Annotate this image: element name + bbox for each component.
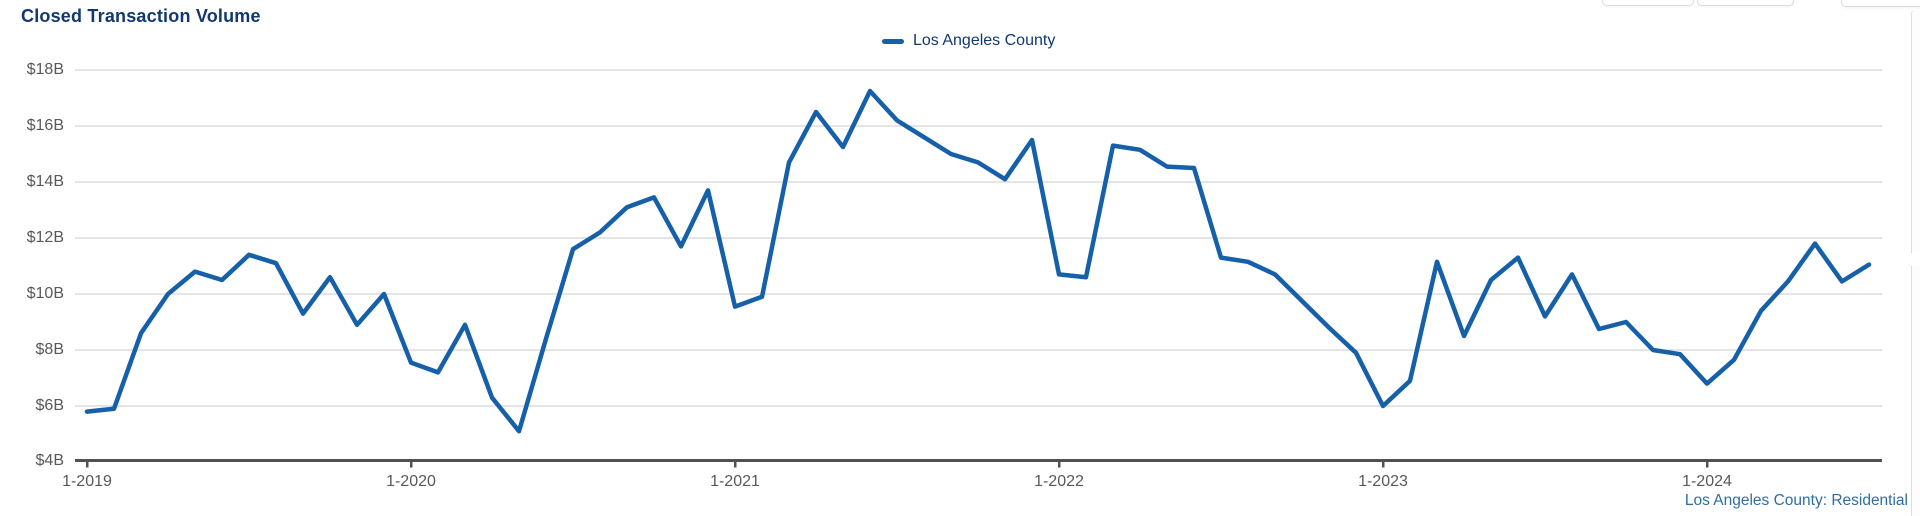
y-axis-label: $16B bbox=[26, 117, 64, 134]
x-axis-label: 1-2024 bbox=[1682, 473, 1732, 490]
cutoff-button-3[interactable] bbox=[1841, 0, 1920, 7]
x-axis-label: 1-2019 bbox=[62, 473, 112, 490]
adjacent-panel-edge-bottom bbox=[1911, 266, 1920, 516]
legend: Los Angeles County bbox=[882, 32, 1055, 50]
cutoff-button-2[interactable] bbox=[1697, 0, 1794, 6]
y-axis-label: $14B bbox=[26, 173, 64, 190]
adjacent-panel-edge-top bbox=[1911, 10, 1920, 253]
x-axis-label: 1-2022 bbox=[1034, 473, 1084, 490]
y-axis-label: $10B bbox=[26, 285, 64, 302]
x-axis-label: 1-2021 bbox=[710, 473, 760, 490]
x-axis-label: 1-2020 bbox=[386, 473, 436, 490]
legend-swatch-icon bbox=[882, 38, 904, 44]
footer-link[interactable]: Los Angeles County: Residential bbox=[1684, 492, 1908, 509]
y-axis-label: $4B bbox=[35, 451, 64, 469]
x-axis-label: 1-2023 bbox=[1358, 473, 1408, 490]
legend-label: Los Angeles County bbox=[913, 32, 1056, 49]
y-axis-label: $18B bbox=[26, 61, 64, 78]
legend-item-los-angeles-county[interactable]: Los Angeles County bbox=[882, 32, 1055, 50]
y-axis-label: $12B bbox=[26, 229, 64, 246]
chart-title: Closed Transaction Volume bbox=[21, 6, 261, 26]
y-axis-label: $8B bbox=[35, 341, 64, 358]
cutoff-button-1[interactable] bbox=[1602, 0, 1694, 6]
series-line-los-angeles-county bbox=[84, 88, 1872, 434]
y-axis-label: $6B bbox=[35, 397, 64, 414]
